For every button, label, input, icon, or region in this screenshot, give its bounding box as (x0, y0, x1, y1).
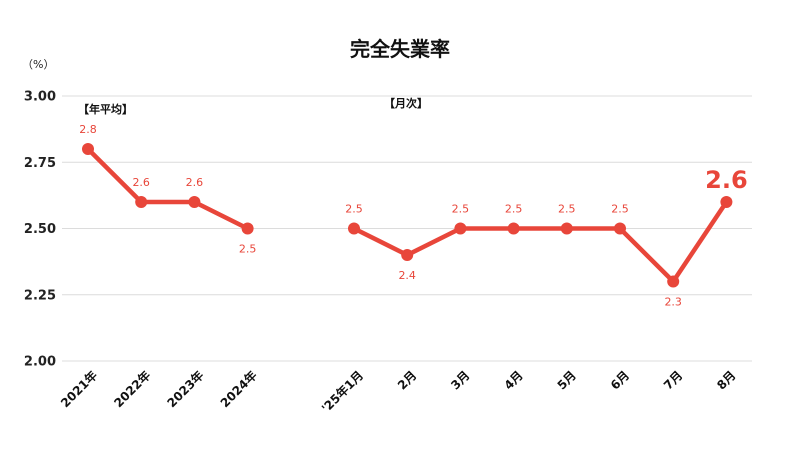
data-label: 2.4 (398, 269, 416, 282)
data-point (720, 196, 733, 208)
section-label-annual: 【年平均】 (78, 102, 133, 116)
x-tick-label: 2023年 (164, 368, 207, 411)
x-tick-label: 8月 (714, 368, 738, 392)
data-label: 2.8 (79, 123, 97, 136)
x-tick-label: 2月 (395, 368, 419, 392)
data-label: 2.6 (132, 176, 150, 189)
y-tick-label: 2.50 (24, 222, 56, 237)
x-tick-label: 7月 (661, 368, 685, 392)
data-point (135, 196, 148, 208)
data-point (82, 143, 94, 155)
y-tick-label: 2.75 (24, 156, 56, 171)
data-point (560, 222, 573, 235)
x-tick-label: 4月 (501, 368, 525, 392)
monthly-series-line (351, 199, 729, 284)
x-tick-label: 2024年 (217, 368, 260, 411)
data-point (241, 222, 254, 235)
data-label: 2.5 (505, 203, 523, 216)
data-point (507, 222, 520, 235)
unit-label: （%） (22, 58, 54, 71)
annual-series-line (85, 146, 250, 231)
x-tick-label: 5月 (555, 368, 579, 392)
data-label: 2.5 (611, 203, 629, 216)
x-tick-label: 2022年 (111, 368, 154, 411)
chart-title: 完全失業率 (350, 37, 450, 61)
x-tick-label: 3月 (448, 368, 472, 392)
data-label: 2.5 (239, 243, 257, 256)
data-label: 2.5 (558, 203, 576, 216)
data-label: 2.6 (186, 176, 204, 189)
highlight-data-label: 2.6 (705, 166, 748, 194)
data-point (401, 249, 414, 261)
data-point (614, 222, 626, 235)
series-lines (85, 146, 729, 284)
x-tick-label: 6月 (608, 368, 632, 392)
data-point (188, 196, 201, 208)
y-tick-label: 2.00 (24, 355, 56, 370)
y-tick-label: 2.25 (24, 288, 56, 303)
gridlines (62, 95, 752, 362)
x-tick-label: '25年1月 (318, 368, 366, 416)
section-label-monthly: 【月次】 (384, 96, 428, 110)
x-tick-label: 2021年 (57, 368, 100, 411)
x-axis: 2021年 2022年 2023年 2024年 '25年1月 2月 3月 4月 5月 6月 7月 8月 (57, 368, 738, 416)
data-point (667, 275, 680, 288)
data-points (82, 143, 733, 288)
data-label: 2.3 (664, 296, 682, 309)
data-labels: 2.8 2.6 2.6 2.5 2.5 2.4 2.5 2.5 2.5 2.5 2.3 2.6 (79, 123, 747, 309)
y-tick-label: 3.00 (24, 90, 56, 105)
data-label: 2.5 (345, 203, 363, 216)
data-point (454, 222, 467, 235)
data-label: 2.5 (452, 203, 470, 216)
data-point (348, 222, 360, 235)
y-axis: 2.00 2.25 2.50 2.75 3.00 (24, 90, 56, 370)
